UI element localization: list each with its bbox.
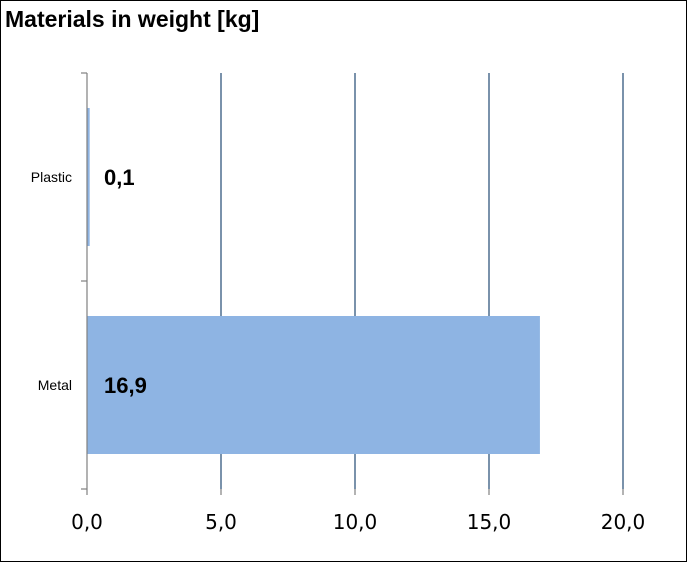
data-label: 0,1: [104, 165, 135, 190]
bar-plastic: [87, 108, 90, 246]
bar-metal: [87, 316, 540, 454]
x-tick-label: 5,0: [205, 510, 237, 534]
x-tick-label: 15,0: [467, 510, 512, 534]
category-label: Metal: [38, 377, 72, 393]
chart-title: Materials in weight [kg]: [5, 6, 260, 32]
data-label: 16,9: [104, 373, 147, 398]
x-tick-label: 0,0: [71, 510, 103, 534]
x-tick-label: 10,0: [333, 510, 378, 534]
x-tick-label: 20,0: [601, 510, 646, 534]
category-label: Plastic: [31, 169, 72, 185]
